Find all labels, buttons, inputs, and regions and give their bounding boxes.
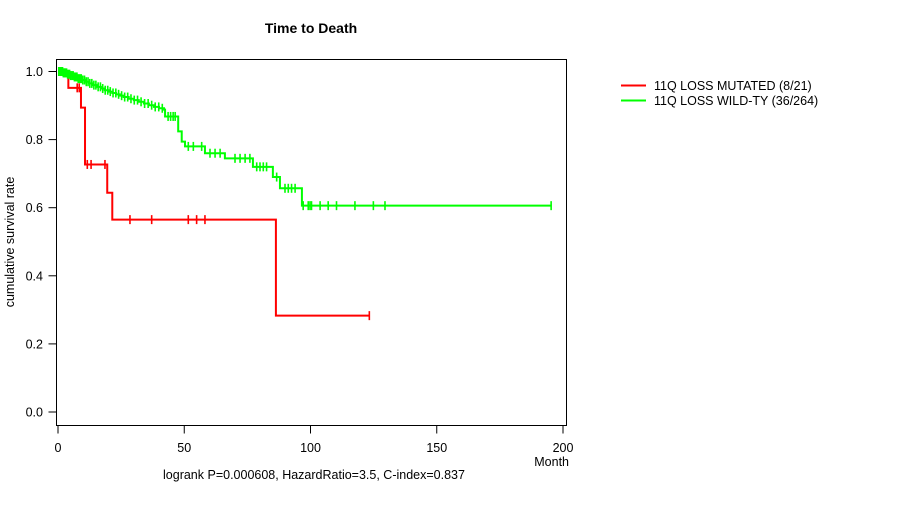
y-tick-label: 1.0 [26, 65, 43, 79]
km-curves [57, 67, 552, 321]
legend: 11Q LOSS MUTATED (8/21) 11Q LOSS WILD-TY… [621, 79, 818, 108]
x-tick-label: 200 [553, 441, 574, 455]
chart-title: Time to Death [265, 20, 357, 36]
y-tick-label: 0.4 [26, 269, 43, 283]
km-curve-mutated [58, 70, 371, 321]
footer-stats: logrank P=0.000608, HazardRatio=3.5, C-i… [163, 468, 465, 482]
y-tick-label: 0.2 [26, 337, 43, 351]
x-tick-label: 50 [177, 441, 191, 455]
axes: 0.0 0.2 0.4 0.6 0.8 1.0 0 50 100 150 200 [26, 65, 574, 455]
y-tick-label: 0.8 [26, 133, 43, 147]
survival-step-line [58, 70, 552, 207]
km-curve-wildtype [57, 67, 552, 211]
x-tick-label: 0 [55, 441, 62, 455]
plot-box [56, 59, 567, 426]
survival-step-line [58, 70, 370, 317]
x-tick-label: 100 [300, 441, 321, 455]
legend-label-mutated: 11Q LOSS MUTATED (8/21) [654, 79, 812, 93]
x-axis-label: Month [534, 455, 569, 469]
legend-label-wildtype: 11Q LOSS WILD-TY (36/264) [654, 94, 818, 108]
y-axis-label: cumulative survival rate [3, 177, 17, 308]
y-tick-label: 0.6 [26, 201, 43, 215]
x-tick-label: 150 [426, 441, 447, 455]
y-tick-label: 0.0 [26, 406, 43, 420]
